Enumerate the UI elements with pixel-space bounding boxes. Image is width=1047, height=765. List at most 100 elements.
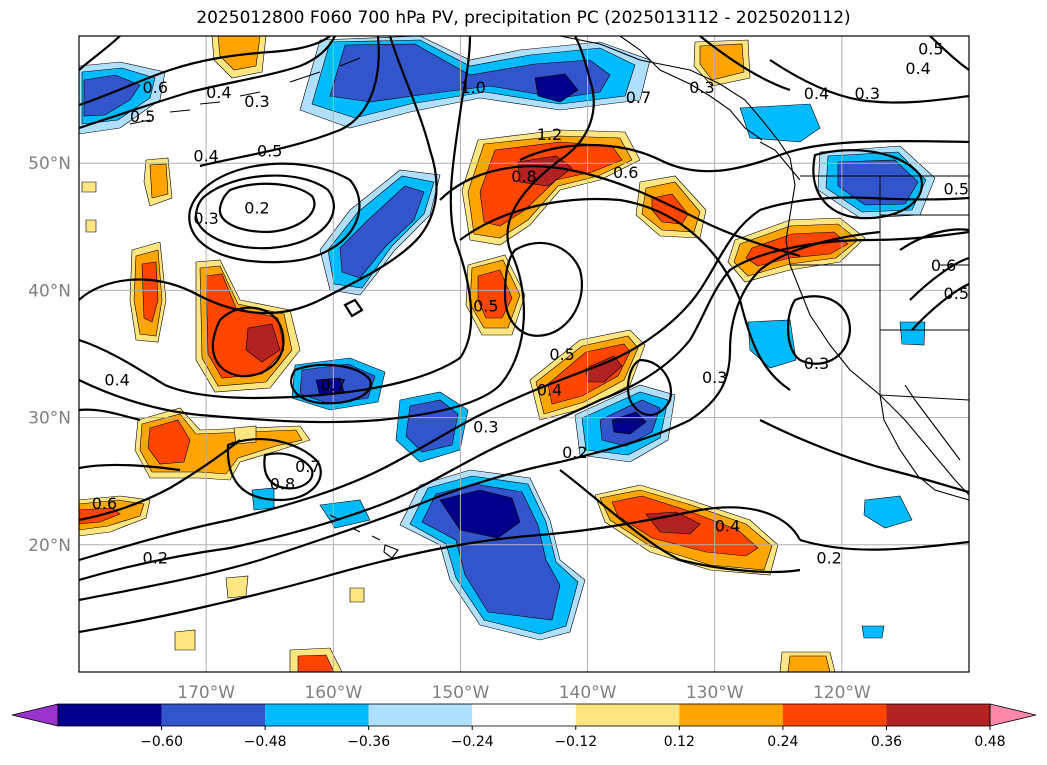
pv-contour <box>79 36 331 107</box>
islands-hawaii <box>329 514 399 559</box>
pv-contour-closed <box>503 241 583 337</box>
precip-negative-shading <box>79 36 936 641</box>
pv-contour <box>79 36 336 130</box>
colorbar-box <box>265 704 369 726</box>
precip-blob <box>141 261 159 323</box>
precip-blob <box>297 654 335 672</box>
colorbar-extend-high <box>989 703 1037 727</box>
colorbar-box <box>782 704 887 726</box>
colorbar-tick-label: −0.36 <box>347 734 390 750</box>
precip-blob <box>85 219 97 233</box>
contour-label: 0.2 <box>143 549 168 568</box>
pv-contour-closed <box>786 295 852 365</box>
contour-label: 0.8 <box>511 167 536 186</box>
contour-label: 0.6 <box>613 163 638 182</box>
precip-blob <box>699 43 745 81</box>
lon-tick-label: 150°W <box>432 683 490 703</box>
lat-tick-label: 50°N <box>28 154 71 174</box>
pv-contour-closed <box>812 149 923 220</box>
pv-contour <box>79 36 121 71</box>
pv-contour <box>79 439 241 522</box>
precip-blob <box>477 269 513 319</box>
precip-blob <box>83 74 141 117</box>
colorbar-tick-label: 0.36 <box>871 734 902 750</box>
longitude-labels: 170°W 160°W 150°W 140°W 130°W 120°W <box>177 683 871 703</box>
lat-tick-label: 20°N <box>28 536 71 556</box>
precip-blob <box>861 625 885 639</box>
colorbar-box <box>472 704 576 726</box>
map-plot-area: 0.60.50.4 0.30.4 0.50.30.21.01.20.8 0.60.70… <box>79 36 969 672</box>
precip-blob <box>534 73 579 103</box>
map-title: 2025012800 F060 700 hPa PV, precipitatio… <box>196 8 851 28</box>
contour-label: 0.7 <box>626 88 651 107</box>
precip-blob <box>174 629 196 651</box>
pv-contour <box>79 230 969 582</box>
colorbar-box <box>368 704 473 726</box>
precip-blob <box>787 655 831 672</box>
pv-contour-closed <box>188 162 361 264</box>
contour-label: 0.2 <box>562 443 587 462</box>
colorbar-frame <box>57 703 991 727</box>
pv-contour <box>79 36 473 400</box>
contour-label: 0.4 <box>537 381 562 400</box>
political-boundaries <box>790 175 969 401</box>
lon-tick-label: 160°W <box>304 683 362 703</box>
pv-contour <box>909 256 969 301</box>
contour-label: 0.4 <box>715 517 740 536</box>
precip-blob <box>837 159 919 206</box>
contour-label: 0.4 <box>193 147 218 166</box>
pv-contour <box>559 469 801 574</box>
contour-label: 0.3 <box>473 418 498 437</box>
contour-label: 0.8 <box>270 475 295 494</box>
pv-contours <box>79 36 969 634</box>
contour-label: 0.3 <box>244 92 269 111</box>
precip-blob <box>349 587 365 603</box>
colorbar-extend-low <box>11 703 59 727</box>
contour-label: 0.5 <box>918 40 943 59</box>
contour-label: 0.3 <box>804 354 829 373</box>
islands-aleutian <box>129 57 361 125</box>
colorbar-tick-label: 0.12 <box>664 734 695 750</box>
contour-label: 0.6 <box>931 256 956 275</box>
colorbar-tick-label: −0.24 <box>451 734 494 750</box>
colorbar-box <box>679 704 783 726</box>
pv-contour-closed <box>194 174 335 250</box>
precip-blob <box>339 185 425 279</box>
colorbar-box <box>886 704 990 726</box>
pv-contour-closed <box>226 438 322 502</box>
colorbar-tick-label: −0.48 <box>244 734 287 750</box>
pv-contour-closed <box>626 358 673 416</box>
pv-contour <box>759 419 969 494</box>
pv-contour <box>911 282 969 331</box>
colorbar <box>11 703 1037 727</box>
coastline-vancouver <box>759 141 801 181</box>
pv-contour <box>929 36 969 71</box>
contour-label: 0.4 <box>206 83 231 102</box>
contour-label: 0.6 <box>143 78 168 97</box>
colorbar-tick-label: −0.12 <box>554 734 597 750</box>
contour-label: 0.5 <box>130 107 155 126</box>
pv-contour <box>79 230 881 602</box>
pv-contour <box>79 196 969 562</box>
pv-contour-closed <box>290 363 372 405</box>
colorbar-tick-label: 0.48 <box>974 734 1005 750</box>
lon-tick-label: 130°W <box>686 683 744 703</box>
lon-tick-label: 140°W <box>559 683 617 703</box>
precip-blob <box>217 36 261 71</box>
precip-blob <box>225 575 249 599</box>
latitude-labels: 20°N 30°N 40°N 50°N <box>28 154 71 556</box>
colorbar-labels: −0.60 −0.48 −0.36 −0.24 −0.12 0.12 0.24 0.36 0.4… <box>140 726 1006 750</box>
pv-contour <box>459 197 791 391</box>
contour-label: 0.5 <box>944 284 969 303</box>
contour-label: 0.4 <box>804 84 829 103</box>
coastlines <box>129 36 969 559</box>
pv-contour <box>439 165 801 258</box>
contour-label: 0.5 <box>257 141 282 160</box>
pv-contour <box>79 36 595 424</box>
contour-label: 1.0 <box>460 78 485 97</box>
pv-contour-closed <box>263 452 314 490</box>
pv-contour <box>699 36 791 92</box>
pv-contour-closed <box>218 182 316 234</box>
coastline-sea-of-cortez <box>904 384 961 461</box>
